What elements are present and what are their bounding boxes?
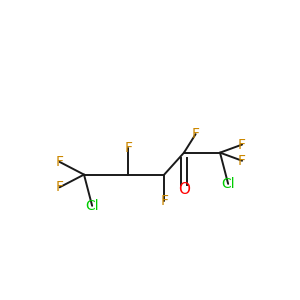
Text: F: F [238,138,246,152]
Text: F: F [56,155,64,169]
Text: Cl: Cl [221,177,235,191]
Text: F: F [124,141,132,155]
Text: F: F [56,180,64,194]
Text: F: F [192,127,200,141]
Text: O: O [178,182,190,197]
Text: F: F [238,154,246,168]
Text: F: F [160,194,168,208]
Text: Cl: Cl [85,199,99,213]
